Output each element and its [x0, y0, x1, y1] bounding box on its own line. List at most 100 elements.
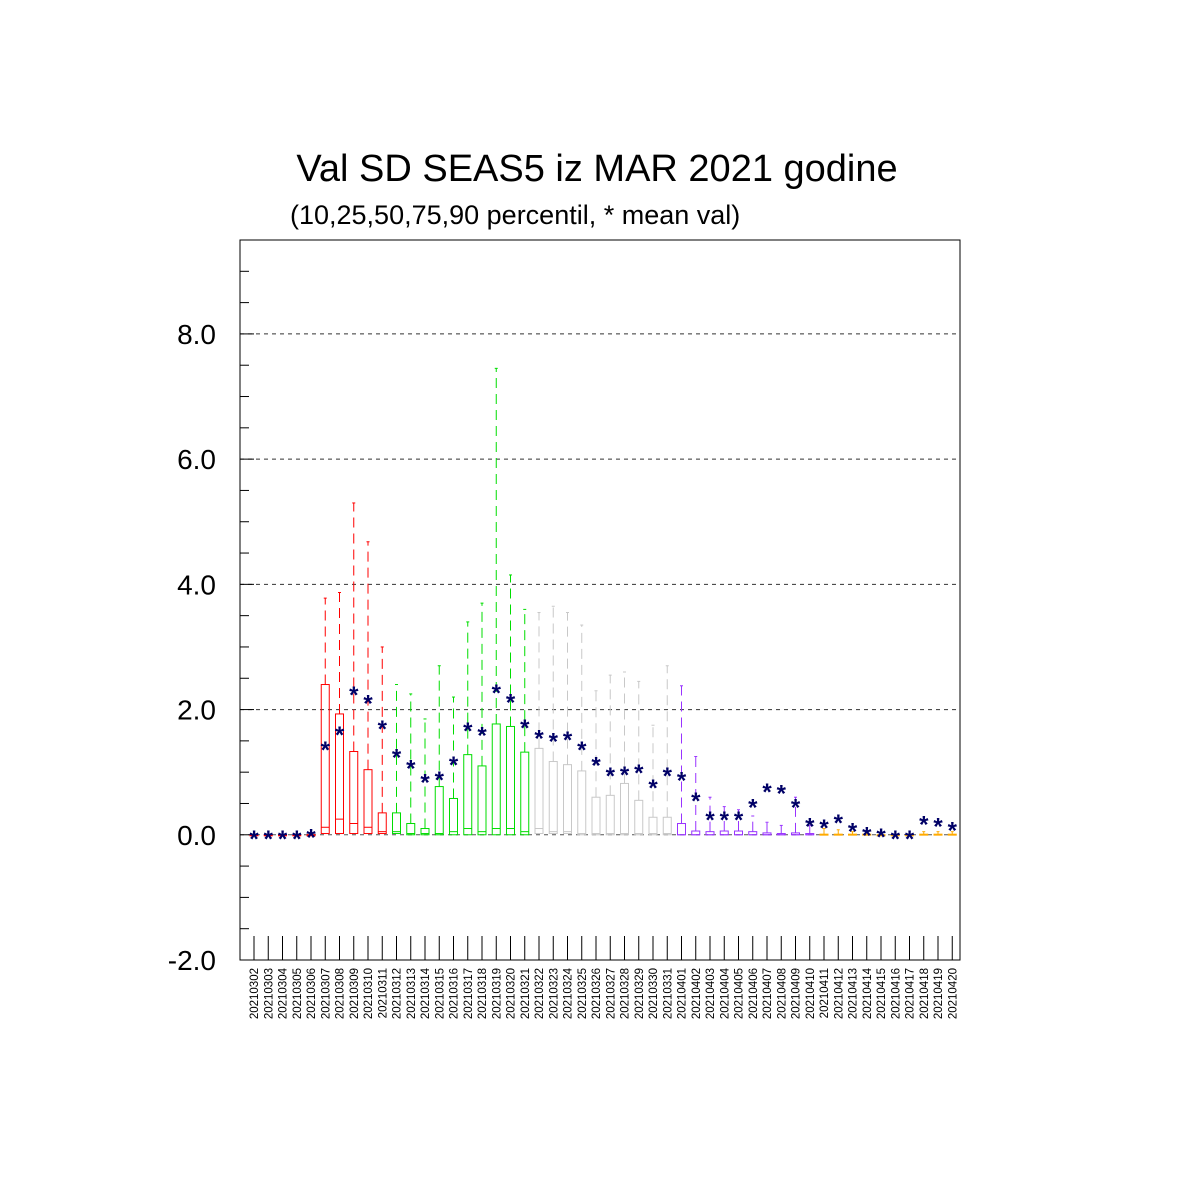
mean-marker: *	[506, 689, 516, 716]
x-tick-label: 20210302	[249, 968, 261, 1019]
mean-marker: *	[791, 794, 801, 821]
x-tick-label: 20210403	[705, 968, 717, 1019]
box	[506, 725, 515, 836]
mean-marker: *	[876, 824, 886, 851]
mean-marker: *	[449, 752, 459, 779]
box	[691, 830, 701, 836]
mean-marker: *	[563, 727, 573, 754]
mean-markers: * * * * **** *** ** *** ** ** * * * ** * * ** * *** * * ** ***…	[249, 680, 957, 853]
box	[620, 782, 629, 836]
box	[662, 816, 672, 836]
x-tick-label: 20210304	[278, 967, 290, 1019]
y-tick-label: 6.0	[177, 444, 216, 475]
mean-marker: *	[264, 826, 274, 853]
x-tick-label: 20210305	[292, 968, 304, 1019]
x-tick-label: 20210420	[947, 968, 959, 1019]
mean-marker: *	[862, 823, 872, 850]
mean-marker: *	[948, 818, 958, 845]
box	[577, 770, 587, 836]
mean-marker: *	[819, 815, 829, 842]
x-tick-label: 20210322	[534, 968, 546, 1019]
y-tick-label: -2.0	[168, 945, 216, 976]
box	[591, 796, 601, 836]
x-tick-label: 20210407	[762, 968, 774, 1019]
box	[363, 769, 373, 835]
mean-marker: *	[919, 811, 929, 838]
x-tick-label: 20210416	[890, 968, 902, 1019]
box	[548, 761, 558, 835]
x-tick-label: 20210306	[306, 968, 318, 1019]
x-tick-label: 20210326	[591, 968, 603, 1019]
box	[406, 823, 416, 836]
x-tick-label: 20210316	[449, 968, 461, 1019]
mean-marker: *	[734, 807, 744, 834]
x-tick-label: 20210323	[548, 968, 560, 1019]
mean-marker: *	[292, 826, 302, 853]
y-tick-label: 4.0	[177, 569, 216, 600]
mean-marker: *	[691, 788, 701, 815]
x-tick-label: 20210402	[691, 968, 703, 1019]
x-tick-label: 20210308	[335, 968, 347, 1019]
box	[534, 747, 544, 835]
box	[449, 797, 458, 836]
x-tick-label: 20210307	[320, 968, 332, 1019]
y-tick-label: 2.0	[177, 695, 216, 726]
x-tick-label: 20210303	[263, 968, 275, 1019]
mean-marker: *	[392, 744, 402, 771]
x-tick-label: 20210325	[577, 968, 589, 1019]
mean-marker: *	[591, 753, 601, 780]
x-tick-label: 20210328	[620, 968, 632, 1019]
x-tick-label: 20210313	[406, 968, 418, 1019]
mean-marker: *	[648, 775, 658, 802]
mean-marker: *	[249, 826, 259, 853]
boxes	[249, 367, 957, 837]
box	[335, 713, 344, 835]
mean-marker: *	[306, 825, 316, 852]
box	[320, 684, 330, 835]
box	[634, 799, 644, 836]
mean-marker: *	[663, 763, 673, 790]
mean-marker: *	[805, 813, 815, 840]
mean-marker: *	[435, 767, 445, 794]
mean-marker: *	[748, 794, 758, 821]
mean-marker: *	[933, 813, 943, 840]
box	[349, 751, 359, 835]
mean-marker: *	[905, 826, 915, 853]
box	[434, 786, 444, 836]
mean-marker: *	[620, 762, 630, 789]
mean-marker: *	[378, 716, 388, 743]
x-tick-label: 20210315	[434, 968, 446, 1019]
box	[563, 764, 572, 835]
mean-marker: *	[363, 691, 373, 718]
x-tick-label: 20210330	[648, 968, 660, 1019]
mean-marker: *	[534, 726, 544, 753]
mean-marker: *	[278, 826, 288, 853]
box	[463, 754, 473, 836]
x-axis: 20210302 20210303 20210304 20210305 20210306…	[249, 936, 959, 1019]
x-tick-label: 20210314	[420, 967, 432, 1019]
mean-marker: *	[634, 760, 644, 787]
mean-marker: *	[848, 818, 858, 845]
mean-marker: *	[606, 763, 616, 790]
mean-marker: *	[677, 768, 687, 795]
box	[392, 812, 401, 835]
y-tick-label: 8.0	[177, 319, 216, 350]
mean-marker: *	[777, 781, 787, 808]
x-tick-label: 20210405	[734, 968, 746, 1019]
x-tick-label: 20210331	[662, 968, 674, 1019]
box	[477, 765, 487, 836]
mean-marker: *	[577, 737, 587, 764]
mean-marker: *	[477, 722, 487, 749]
mean-marker: *	[549, 729, 559, 756]
x-tick-label: 20210318	[477, 968, 489, 1019]
chart-title: Val SD SEAS5 iz MAR 2021 godine	[296, 148, 898, 190]
x-tick-label: 20210419	[933, 968, 945, 1019]
y-tick-label: 0.0	[177, 820, 216, 851]
x-tick-label: 20210411	[819, 968, 831, 1018]
x-tick-label: 20210414	[862, 967, 874, 1019]
mean-marker: *	[762, 779, 772, 806]
chart-subtitle: (10,25,50,75,90 percentil, * mean val)	[290, 200, 741, 230]
mean-marker: *	[335, 722, 345, 749]
mean-marker: *	[406, 756, 416, 783]
x-tick-label: 20210329	[634, 968, 646, 1019]
